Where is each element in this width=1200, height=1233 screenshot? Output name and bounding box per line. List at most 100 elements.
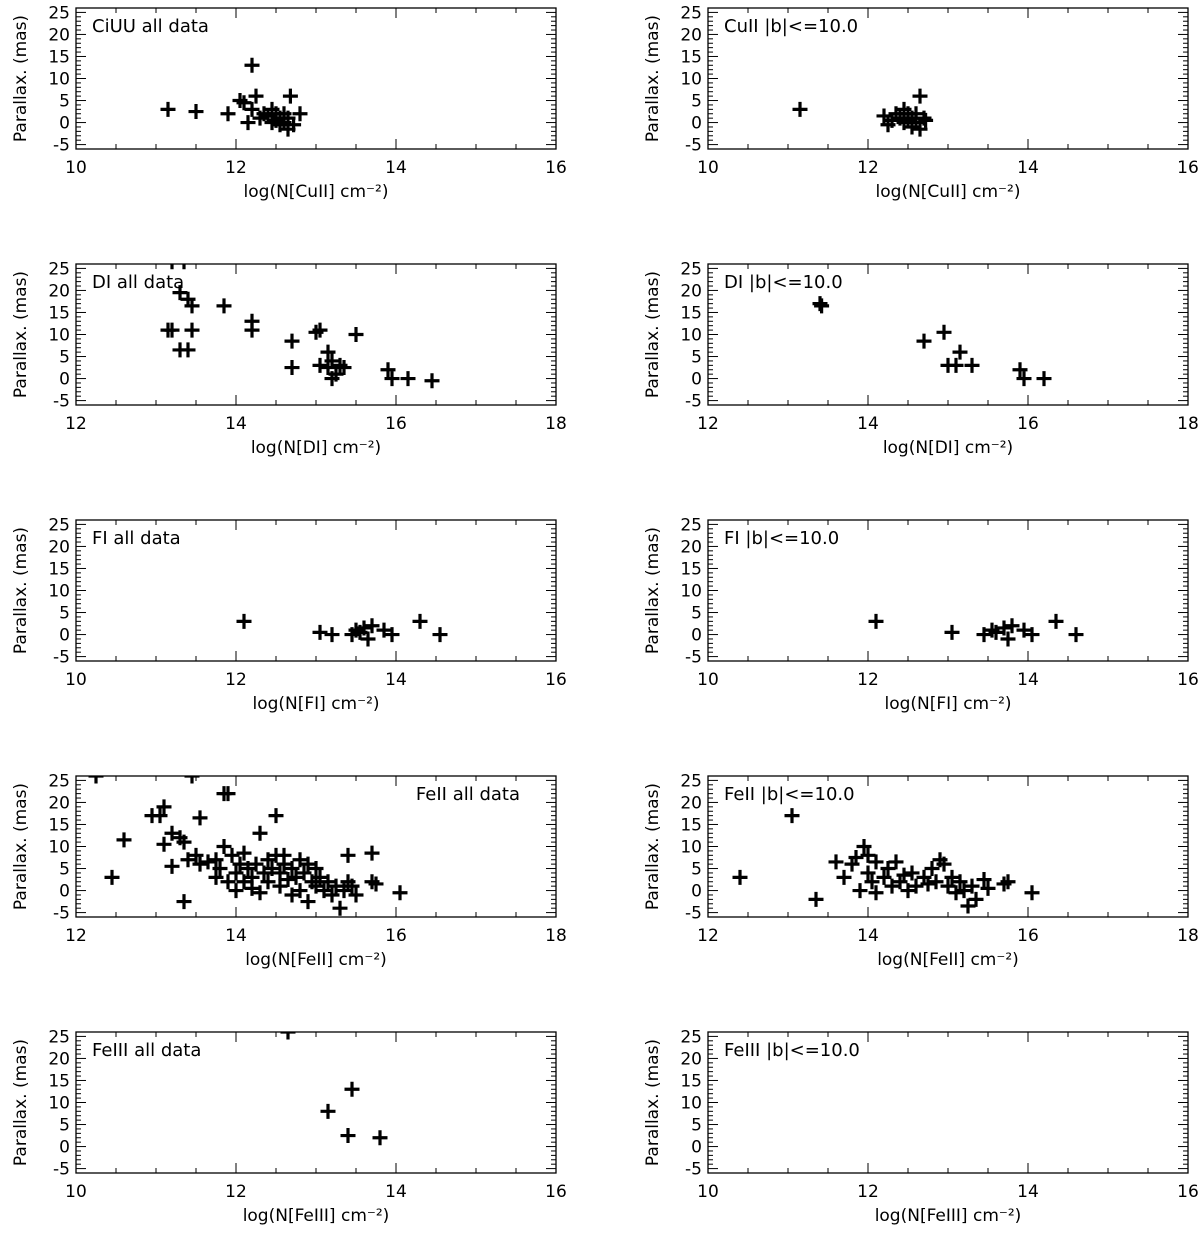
x-tick-label: 12: [225, 670, 247, 690]
data-point: [876, 108, 892, 124]
x-axis-label: log(N[FeIII] cm⁻²): [243, 1206, 390, 1226]
panel-title: FeIII all data: [92, 1040, 201, 1061]
y-tick-label: 25: [48, 259, 70, 279]
data-point: [900, 883, 916, 899]
y-tick-label: 5: [59, 860, 70, 880]
data-point: [864, 874, 880, 890]
y-tick-label: -5: [53, 392, 70, 412]
data-point: [918, 112, 934, 128]
panel-title: DI all data: [92, 272, 184, 293]
x-tick-label: 18: [545, 926, 567, 946]
y-tick-label: 20: [48, 25, 70, 45]
y-tick-label: 25: [48, 515, 70, 535]
data-point: [292, 883, 308, 899]
data-point: [364, 618, 380, 634]
y-tick-label: -5: [53, 648, 70, 668]
data-point: [908, 878, 924, 894]
data-point: [236, 874, 252, 890]
x-tick-label: 12: [857, 1182, 879, 1202]
y-tick-label: 5: [691, 92, 702, 112]
x-axis-label: log(N[FeIII] cm⁻²): [875, 1206, 1022, 1226]
data-point: [980, 880, 996, 896]
data-point: [948, 885, 964, 901]
y-tick-label: 15: [48, 303, 70, 323]
data-point: [964, 878, 980, 894]
y-tick-label: 15: [680, 1071, 702, 1091]
data-point: [292, 106, 308, 122]
x-tick-label: 14: [225, 414, 247, 434]
panel-title: CiUU all data: [92, 16, 209, 37]
data-point: [868, 885, 884, 901]
y-tick-label: -5: [685, 904, 702, 924]
data-point: [164, 858, 180, 874]
data-point: [432, 627, 448, 643]
y-axis-label: Parallax. (mas): [643, 783, 663, 910]
data-point: [308, 861, 324, 877]
x-tick-label: 14: [1017, 1182, 1039, 1202]
data-point: [400, 371, 416, 387]
panel-title: FeIII |b|<=10.0: [724, 1040, 860, 1061]
data-point: [172, 285, 188, 301]
y-tick-label: 15: [680, 303, 702, 323]
panel-title: FI all data: [92, 528, 181, 549]
panel-title: DI |b|<=10.0: [724, 272, 843, 293]
y-tick-label: 25: [680, 515, 702, 535]
x-tick-label: 16: [1177, 1182, 1199, 1202]
y-tick-label: 5: [691, 860, 702, 880]
y-tick-label: 25: [48, 3, 70, 23]
data-points: [868, 613, 1084, 647]
data-point: [284, 861, 300, 877]
data-point: [380, 362, 396, 378]
data-point: [936, 324, 952, 340]
data-point: [152, 808, 168, 824]
data-point: [312, 624, 328, 640]
data-point: [1036, 371, 1052, 387]
y-axis-label: Parallax. (mas): [643, 271, 663, 398]
data-point: [976, 872, 992, 888]
data-point: [732, 869, 748, 885]
data-point: [1016, 371, 1032, 387]
data-point: [324, 887, 340, 903]
data-point: [336, 360, 352, 376]
data-point: [192, 810, 208, 826]
data-point: [164, 322, 180, 338]
data-point: [1048, 613, 1064, 629]
data-points: [732, 808, 1040, 914]
y-tick-label: 10: [48, 582, 70, 602]
data-point: [332, 900, 348, 916]
data-point: [384, 627, 400, 643]
data-point: [236, 613, 252, 629]
y-axis-label: Parallax. (mas): [643, 15, 663, 142]
data-point: [216, 298, 232, 314]
y-tick-label: 5: [691, 348, 702, 368]
x-tick-label: 10: [65, 670, 87, 690]
data-point: [296, 865, 312, 881]
y-axis-label: Parallax. (mas): [11, 1039, 31, 1166]
data-point: [184, 776, 200, 784]
x-tick-label: 14: [385, 1182, 407, 1202]
x-tick-label: 12: [697, 926, 719, 946]
y-tick-label: 15: [48, 1071, 70, 1091]
y-tick-label: -5: [685, 392, 702, 412]
data-point: [288, 869, 304, 885]
data-point: [340, 847, 356, 863]
data-point: [976, 627, 992, 643]
data-point: [868, 613, 884, 629]
data-point: [940, 878, 956, 894]
y-tick-label: 15: [48, 559, 70, 579]
y-tick-label: 5: [59, 1116, 70, 1136]
panel-title: FI |b|<=10.0: [724, 528, 839, 549]
y-axis-label: Parallax. (mas): [11, 783, 31, 910]
data-point: [360, 631, 376, 647]
data-point: [272, 878, 288, 894]
data-point: [282, 88, 298, 104]
data-point: [988, 624, 1004, 640]
data-point: [284, 360, 300, 376]
data-point: [256, 865, 272, 881]
x-tick-label: 14: [857, 414, 879, 434]
y-tick-label: 15: [680, 47, 702, 67]
y-tick-label: 10: [680, 838, 702, 858]
y-tick-label: 15: [680, 815, 702, 835]
data-point: [320, 344, 336, 360]
